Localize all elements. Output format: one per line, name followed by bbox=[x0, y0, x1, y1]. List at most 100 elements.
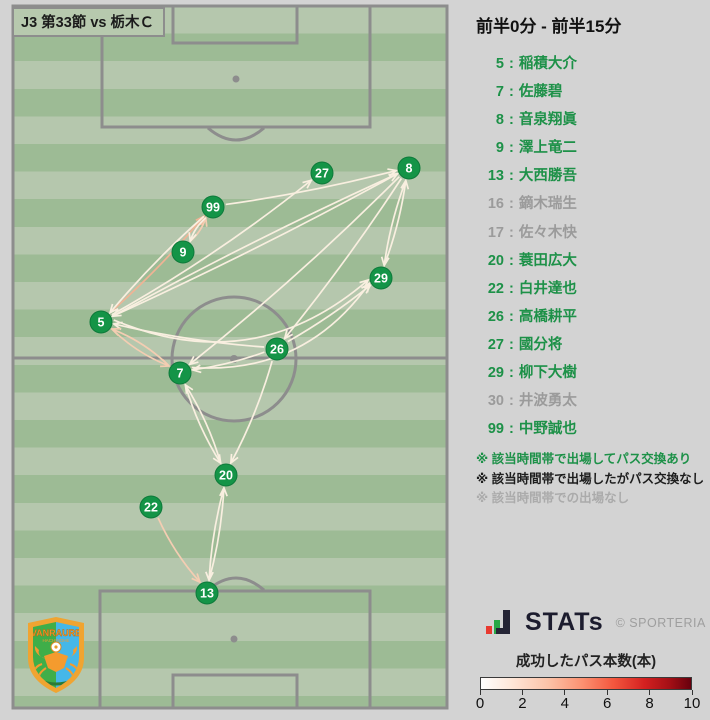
pass-edge-8-26 bbox=[283, 178, 403, 340]
player-row-27: 27: 國分将 bbox=[487, 336, 563, 353]
player-row-29: 29: 柳下大樹 bbox=[487, 365, 577, 382]
stats-bars-icon bbox=[486, 609, 510, 634]
player-node-29 bbox=[369, 266, 393, 290]
side-panel: 前半0分 - 前半15分 5: 稲積大介 7: 佐藤碧 8: 音泉翔眞 9: 澤上竜二 13: 大… bbox=[460, 0, 710, 720]
player-row-13: 13: 大西勝吾 bbox=[487, 168, 577, 185]
pass-edge-26-20 bbox=[230, 360, 273, 464]
pass-edge-5-27 bbox=[111, 179, 312, 316]
pass-arrowhead bbox=[109, 327, 121, 337]
pass-arrowhead bbox=[188, 355, 199, 366]
pass-edge-26-29 bbox=[287, 284, 371, 343]
tick-label: 10 bbox=[683, 695, 701, 712]
player-node-label: 9 bbox=[180, 246, 187, 260]
player-node-label: 99 bbox=[206, 201, 220, 215]
pass-arrowhead bbox=[302, 178, 313, 189]
player-node-label: 5 bbox=[98, 316, 105, 330]
player-node-label: 29 bbox=[374, 272, 388, 286]
tick-mark bbox=[564, 690, 566, 695]
tick-mark bbox=[691, 690, 693, 695]
player-row-17: 17: 佐々木快 bbox=[487, 224, 577, 241]
pass-edge-7-5 bbox=[111, 328, 170, 367]
pass-arrowhead bbox=[108, 303, 119, 315]
crest-text-line1: VANRAURE bbox=[31, 628, 81, 638]
crest-crab-body bbox=[44, 652, 68, 672]
pass-arrowhead bbox=[229, 453, 239, 465]
player-node-22 bbox=[139, 495, 163, 519]
pitch-markings bbox=[11, 4, 449, 710]
pass-edge-8-29 bbox=[383, 180, 407, 266]
player-node-5 bbox=[89, 310, 113, 334]
pass-edge-26-5 bbox=[113, 323, 265, 348]
tick-label: 4 bbox=[560, 695, 569, 712]
player-node-label: 13 bbox=[200, 587, 214, 601]
pass-edge-7-20 bbox=[184, 384, 222, 464]
pass-arrowhead bbox=[283, 329, 294, 341]
player-row-7: 7: 佐藤碧 bbox=[495, 84, 563, 101]
player-row-9: 9: 澤上竜二 bbox=[495, 140, 577, 157]
team-crest-logo: VANRAURE HACHINOHE bbox=[28, 617, 84, 693]
tick-mark bbox=[479, 690, 481, 695]
legend: ※ 該当時間帯で出場してパス交換あり ※ 該当時間帯で出場したがパス交換なし ※ 該… bbox=[476, 450, 704, 509]
player-row-99: 99: 中野誠也 bbox=[487, 421, 577, 438]
pass-edge-5-99 bbox=[109, 215, 205, 314]
pitch-area: 5 7 8 9 13 20 22 26 27 29 99 J3 第33節 vs 栃木Ｃ VANRAU… bbox=[11, 4, 449, 710]
pass-arrowhead bbox=[111, 321, 123, 331]
player-node-26 bbox=[265, 337, 289, 361]
pass-arrowhead bbox=[400, 178, 410, 190]
player-node-label: 7 bbox=[177, 367, 184, 381]
player-list: 5: 稲積大介 7: 佐藤碧 8: 音泉翔眞 9: 澤上竜二 13: 大西勝吾 16: 鏑木瑞生 17:… bbox=[476, 50, 704, 443]
player-node-label: 22 bbox=[144, 501, 158, 515]
pass-edge-7-29 bbox=[191, 283, 370, 369]
player-node-label: 20 bbox=[219, 469, 233, 483]
stats-wordmark: STATs bbox=[525, 608, 604, 636]
branding-row: STATs © SPORTERIA bbox=[486, 608, 706, 637]
pass-edge-26-7 bbox=[192, 351, 265, 371]
tick-label: 0 bbox=[475, 695, 485, 712]
pass-arrowhead bbox=[387, 168, 399, 177]
tick-mark bbox=[606, 690, 608, 695]
pass-edges bbox=[108, 168, 410, 584]
player-node-label: 8 bbox=[406, 162, 413, 176]
player-node-27 bbox=[310, 161, 334, 185]
pass-edge-22-13 bbox=[157, 517, 201, 583]
match-title: J3 第33節 vs 栃木Ｃ bbox=[12, 7, 165, 37]
color-scale: 成功したパス本数(本) 0 2 4 6 8 10 bbox=[476, 650, 701, 714]
player-node-13 bbox=[195, 581, 219, 605]
player-node-label: 26 bbox=[270, 343, 284, 357]
player-node-99 bbox=[201, 195, 225, 219]
color-scale-label: 成功したパス本数(本) bbox=[515, 654, 657, 670]
player-row-20: 20: 蓑田広大 bbox=[487, 252, 577, 269]
legend-row-no-pass: ※ 該当時間帯で出場したがパス交換なし bbox=[476, 471, 705, 486]
tick-label: 6 bbox=[603, 695, 612, 712]
sporteria-copyright: © SPORTERIA bbox=[615, 615, 706, 630]
pass-arrowhead bbox=[191, 573, 202, 584]
pass-edge-99-9 bbox=[189, 217, 207, 242]
pass-arrowhead bbox=[110, 308, 122, 318]
player-node-label: 27 bbox=[315, 167, 329, 181]
color-scale-gradient bbox=[480, 677, 692, 690]
crest-text-line2: HACHINOHE bbox=[42, 638, 69, 643]
pass-network-chart: 5 7 8 9 13 20 22 26 27 29 99 bbox=[11, 4, 449, 710]
pass-arrowhead bbox=[190, 364, 202, 374]
pass-edge-13-20 bbox=[208, 487, 225, 581]
player-row-30: 30: 井波勇太 bbox=[487, 393, 577, 410]
legend-row-unused: ※ 該当時間帯での出場なし bbox=[476, 491, 630, 506]
time-range-header: 前半0分 - 前半15分 bbox=[476, 17, 622, 36]
player-node-8 bbox=[397, 156, 421, 180]
player-node-9 bbox=[171, 240, 195, 264]
tick-mark bbox=[649, 690, 651, 695]
pass-edge-5-8 bbox=[112, 173, 398, 317]
pass-arrowhead bbox=[188, 232, 197, 244]
player-row-5: 5: 稲積大介 bbox=[495, 56, 577, 72]
color-scale-ticks: 0 2 4 6 8 10 bbox=[476, 690, 700, 714]
player-nodes: 5 7 8 9 13 20 22 26 27 29 99 bbox=[89, 156, 421, 605]
pass-arrowhead bbox=[219, 485, 228, 497]
pass-edge-29-8 bbox=[383, 180, 407, 266]
tick-mark bbox=[521, 690, 523, 695]
pass-arrowhead bbox=[361, 284, 372, 294]
pass-edge-20-13 bbox=[208, 487, 225, 581]
player-row-16: 16: 鏑木瑞生 bbox=[487, 196, 577, 213]
pass-arrowhead bbox=[184, 383, 194, 394]
pass-edge-8-5 bbox=[112, 173, 398, 317]
